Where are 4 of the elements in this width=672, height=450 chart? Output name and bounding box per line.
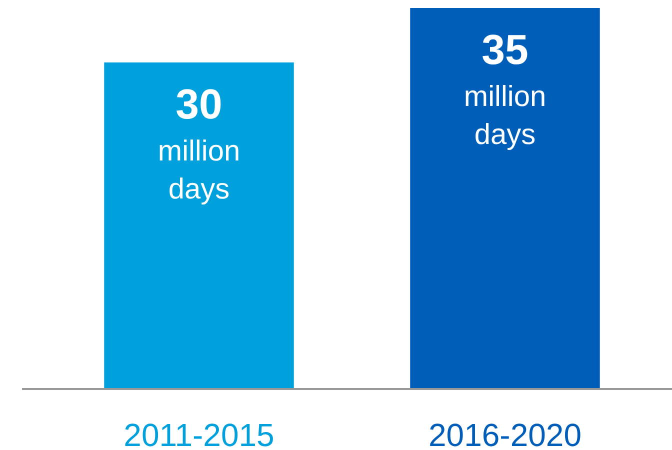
data-label: 30 million days <box>158 80 240 206</box>
x-tick-label: 2016-2020 <box>428 417 582 450</box>
data-label: 35 million days <box>464 26 546 151</box>
x-tick-label: 2011-2015 <box>124 417 274 450</box>
